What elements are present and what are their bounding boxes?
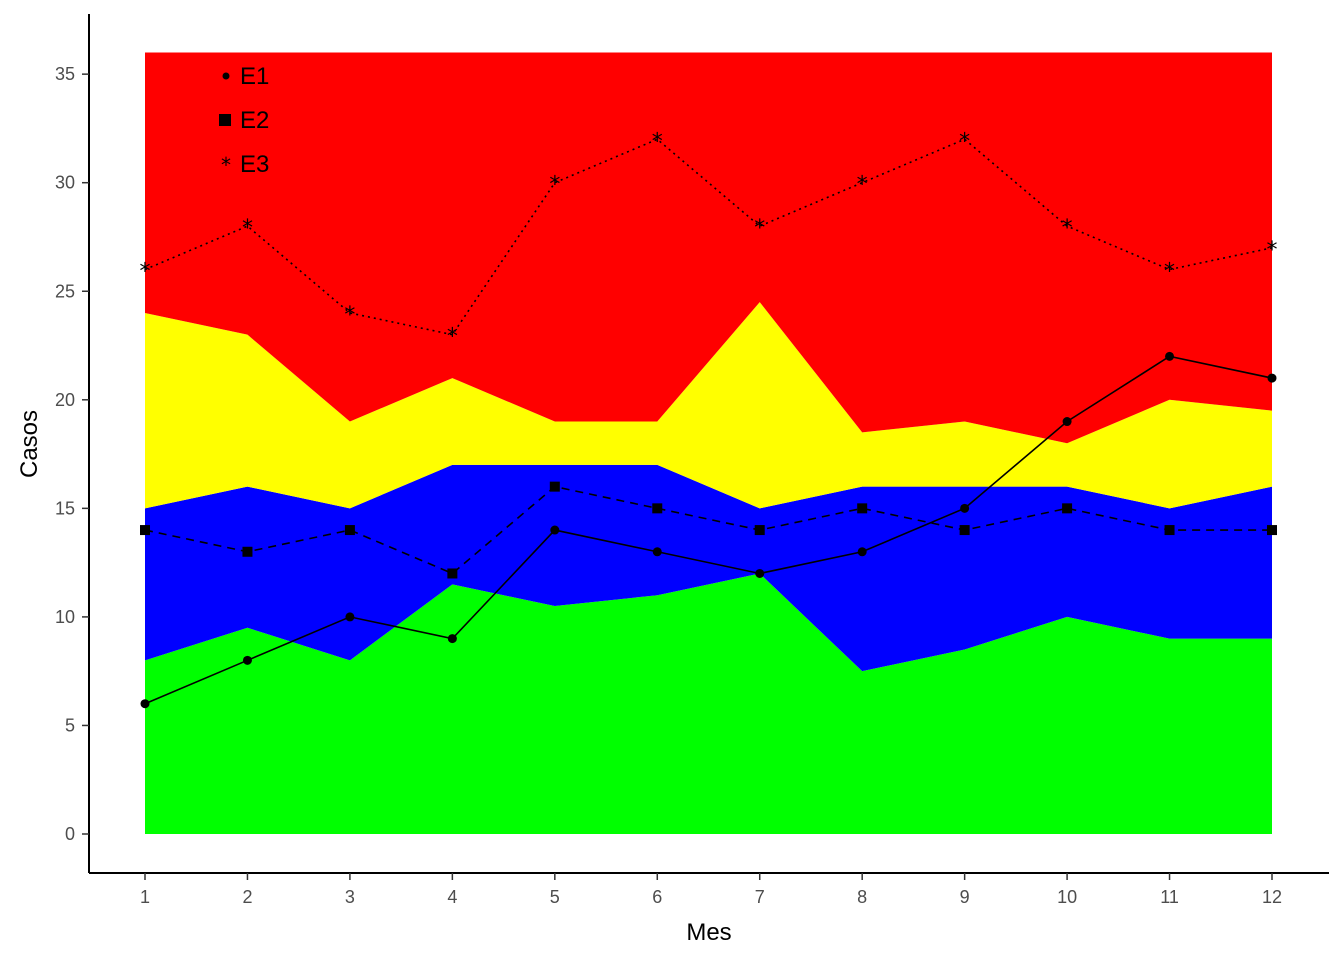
data-point (345, 612, 355, 622)
data-point (1267, 525, 1277, 536)
data-point (857, 547, 867, 557)
band-2 (145, 464, 1272, 672)
data-point (857, 503, 868, 514)
data-point (242, 655, 252, 665)
data-point (1165, 351, 1175, 361)
legend-item-E1: E1 (222, 63, 269, 90)
legend-item-E2: E2 (219, 107, 269, 134)
data-point: * (754, 216, 765, 241)
axes (88, 14, 1329, 874)
series-E3: * * * * * * * * * * * * (140, 129, 1278, 349)
y-tick-label: 20 (55, 390, 75, 410)
data-point: * (1164, 260, 1175, 285)
data-point (959, 525, 970, 536)
y-tick-label: 30 (55, 173, 75, 193)
series-layer: * * * * * * * * * * * * (140, 129, 1278, 709)
data-point (755, 568, 765, 578)
legend-symbol: * (221, 153, 231, 177)
data-point: * (447, 325, 458, 350)
legend-label: E2 (240, 107, 269, 134)
data-point (550, 525, 560, 535)
data-point (447, 568, 458, 579)
band-4 (145, 52, 1272, 444)
data-point (960, 503, 970, 513)
series-E2 (140, 481, 1277, 579)
data-point (1164, 525, 1175, 536)
data-point (652, 503, 663, 514)
x-tick-label: 3 (345, 887, 355, 907)
data-point: * (549, 173, 560, 198)
x-tick-label: 5 (550, 887, 560, 907)
data-point (344, 525, 355, 536)
data-point: * (1267, 238, 1278, 263)
data-point (140, 699, 150, 709)
band-3 (145, 302, 1272, 509)
band-1 (145, 573, 1272, 834)
legend-label: E1 (240, 63, 269, 90)
y-tick-label: 0 (65, 824, 75, 844)
x-tick-label: 10 (1057, 887, 1077, 907)
data-point (1062, 503, 1073, 514)
data-point: * (140, 260, 151, 285)
x-tick-label: 9 (960, 887, 970, 907)
y-tick-label: 25 (55, 281, 75, 301)
x-tick-label: 1 (140, 887, 150, 907)
y-tick-label: 5 (65, 715, 75, 735)
legend-symbol (219, 114, 231, 126)
x-tick-label: 4 (447, 887, 457, 907)
data-point (1267, 373, 1277, 383)
data-point: * (242, 216, 253, 241)
series-line (144, 485, 1272, 575)
data-point (1062, 417, 1072, 427)
data-point (242, 546, 253, 557)
data-point: * (1062, 216, 1073, 241)
data-point (549, 481, 560, 492)
y-tick-label: 35 (55, 64, 75, 84)
data-point (140, 525, 150, 536)
x-tick-label: 6 (652, 887, 662, 907)
x-tick-label: 2 (242, 887, 252, 907)
data-point (652, 547, 662, 557)
y-tick-label: 10 (55, 607, 75, 627)
x-tick-label: 11 (1160, 887, 1179, 907)
data-point: * (857, 173, 868, 198)
x-tick-label: 7 (755, 887, 765, 907)
data-point: * (344, 303, 355, 328)
x-tick-label: 12 (1262, 887, 1282, 907)
legend-item-E3: * E3 (221, 151, 269, 178)
y-tick-label: 15 (55, 498, 75, 518)
x-tick-label: 8 (857, 887, 867, 907)
legend-symbol (222, 72, 230, 80)
risk-bands (145, 52, 1272, 834)
series-line (144, 138, 1273, 336)
y-axis-title: Casos (16, 410, 43, 478)
x-axis-title: Mes (686, 919, 731, 946)
series-E1 (140, 351, 1277, 709)
data-point (754, 525, 765, 536)
legend: E1 E2 * E3 (219, 63, 269, 178)
series-line (144, 355, 1273, 705)
data-point: * (959, 129, 970, 154)
data-point (447, 634, 457, 644)
data-point: * (652, 129, 663, 154)
legend-label: E3 (240, 151, 269, 178)
